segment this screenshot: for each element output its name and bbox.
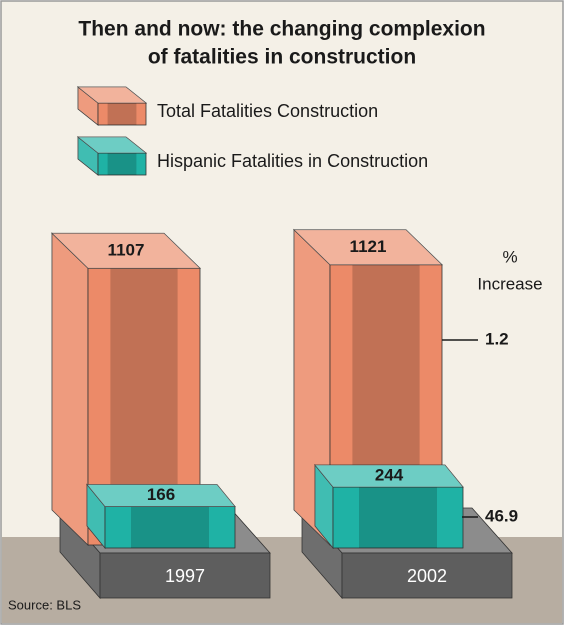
side-shade — [52, 233, 88, 545]
inner-face — [359, 487, 437, 548]
annotation-header: Increase — [477, 274, 542, 293]
source: Source: BLS — [8, 597, 81, 612]
inner-face — [131, 507, 209, 549]
annotation-value: 1.2 — [485, 329, 509, 348]
chart-title: of fatalities in construction — [148, 46, 416, 69]
x-tick-label: 2002 — [407, 566, 447, 586]
legend-label: Hispanic Fatalities in Construction — [157, 151, 428, 171]
chart-title: Then and now: the changing complexion — [78, 18, 485, 41]
x-tick-label: 1997 — [165, 566, 205, 586]
data-label: 1107 — [108, 241, 145, 260]
annotation-value: 46.9 — [485, 506, 518, 525]
inner-face — [108, 153, 137, 175]
annotation-header: % — [502, 247, 517, 266]
data-label: 1121 — [350, 237, 387, 256]
infographic: Then and now: the changing complexion of… — [0, 0, 564, 625]
inner-face — [108, 103, 137, 125]
legend-label: Total Fatalities Construction — [157, 101, 378, 121]
data-label: 166 — [147, 485, 175, 504]
data-label: 244 — [375, 465, 404, 484]
